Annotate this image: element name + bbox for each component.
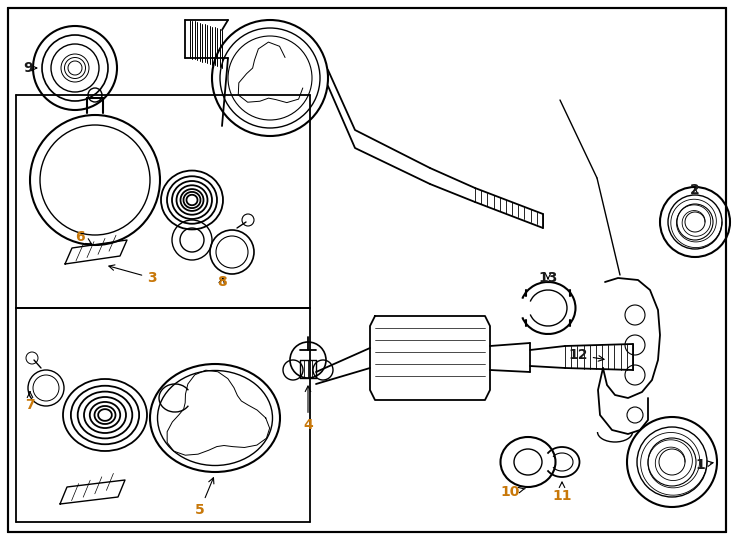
Text: 4: 4 bbox=[303, 386, 313, 432]
Text: 3: 3 bbox=[109, 265, 157, 285]
Text: 1: 1 bbox=[695, 458, 713, 472]
Text: 7: 7 bbox=[25, 392, 34, 412]
Text: 13: 13 bbox=[538, 271, 558, 285]
Text: 5: 5 bbox=[195, 478, 214, 517]
Text: 10: 10 bbox=[501, 485, 526, 499]
Text: 2: 2 bbox=[690, 183, 700, 197]
Text: 9: 9 bbox=[23, 61, 37, 75]
Text: 8: 8 bbox=[217, 275, 227, 289]
Text: 6: 6 bbox=[75, 230, 92, 244]
Text: 11: 11 bbox=[552, 482, 572, 503]
Text: 12: 12 bbox=[568, 348, 604, 362]
